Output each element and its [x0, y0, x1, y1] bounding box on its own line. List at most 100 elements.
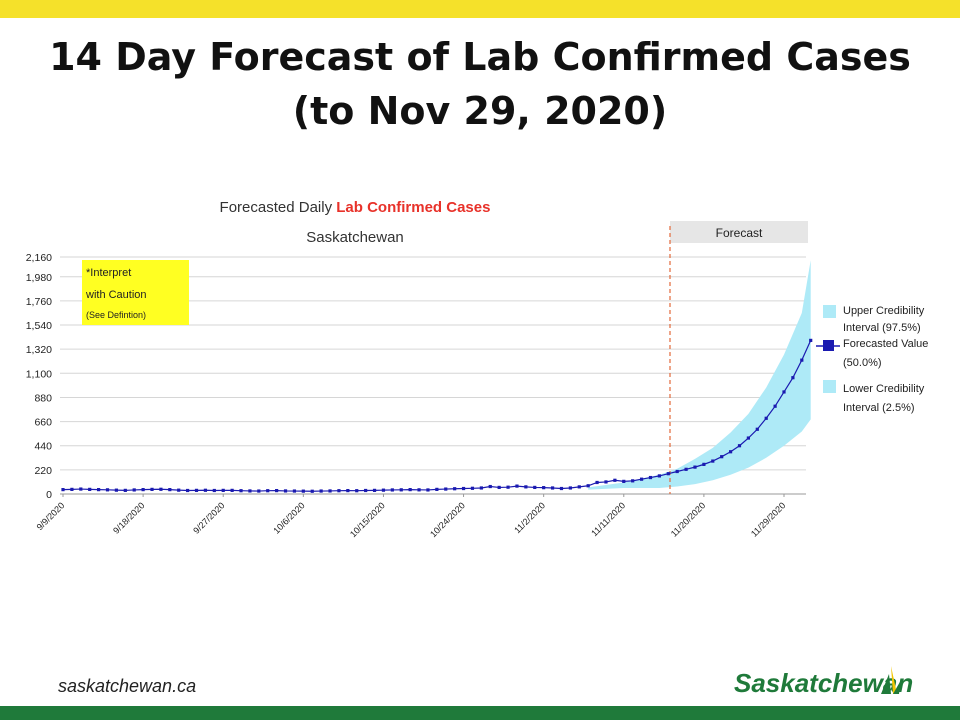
- series-point: [275, 488, 279, 493]
- series-point: [221, 488, 225, 492]
- series-point: [399, 488, 403, 492]
- series-point: [337, 489, 341, 493]
- x-tick-label: 11/20/2020: [669, 500, 707, 538]
- series-point: [372, 488, 377, 492]
- series-point: [426, 488, 430, 492]
- series-point: [203, 488, 208, 492]
- legend-upper-label-2: Interval (97.5%): [843, 322, 921, 334]
- series-point: [702, 462, 706, 466]
- series-point: [684, 467, 688, 471]
- series-point: [194, 488, 199, 492]
- x-tick-label: 11/2/2020: [512, 500, 547, 535]
- series-point: [550, 486, 555, 490]
- x-tick-label: 10/15/2020: [348, 500, 387, 539]
- legend-upper-swatch: [823, 305, 836, 318]
- y-tick-label: 2,160: [26, 252, 52, 264]
- x-tick-label: 10/24/2020: [428, 500, 467, 539]
- series-point: [346, 488, 350, 493]
- series-point: [310, 489, 314, 493]
- y-tick-label: 1,540: [26, 320, 52, 332]
- y-tick-label: 1,100: [26, 368, 52, 380]
- series-point: [595, 480, 599, 485]
- series-point: [657, 474, 661, 478]
- series-point: [239, 489, 243, 493]
- series-point: [159, 487, 163, 491]
- bottom-accent-bar: [0, 706, 960, 720]
- series-point: [141, 488, 145, 492]
- series-point: [61, 488, 65, 492]
- series-point: [114, 488, 119, 492]
- legend-lower-label-1: Lower Credibility: [843, 383, 925, 395]
- chart-title-plain: Forecasted Daily: [220, 199, 337, 216]
- series-point: [711, 459, 715, 463]
- series-point: [773, 404, 777, 408]
- forecast-label: Forecast: [716, 226, 763, 240]
- y-tick-label: 880: [34, 392, 52, 404]
- series-point: [453, 487, 457, 491]
- series-point: [568, 486, 572, 490]
- grid-lines: [60, 256, 806, 495]
- series-point: [319, 489, 323, 493]
- x-tick-label: 9/27/2020: [191, 500, 226, 535]
- series-point: [728, 450, 733, 454]
- legend-upper-label-1: Upper Credibility: [843, 305, 925, 317]
- x-tick-label: 9/18/2020: [111, 500, 146, 535]
- series-point: [533, 485, 537, 490]
- slide-title-line1: 14 Day Forecast of Lab Confirmed Cases: [49, 35, 911, 79]
- series-point: [631, 479, 635, 483]
- series-point: [577, 485, 581, 489]
- legend-series-label-1: Forecasted Value: [843, 338, 928, 350]
- wheat-logo-icon: [881, 666, 901, 694]
- legend-lower-swatch: [823, 380, 836, 393]
- series-point: [283, 489, 288, 493]
- x-tick-label: 10/6/2020: [271, 500, 306, 535]
- series-point: [266, 489, 270, 493]
- footer-website[interactable]: saskatchewan.ca: [58, 676, 197, 696]
- series-point: [97, 488, 101, 492]
- x-tick-label: 9/9/2020: [35, 500, 67, 532]
- series-point: [506, 485, 510, 489]
- series-point: [123, 488, 127, 492]
- series-point: [444, 487, 448, 491]
- forecast-series: [61, 338, 813, 493]
- legend-series-marker: [823, 340, 834, 351]
- y-tick-label: 0: [46, 489, 52, 501]
- series-point: [417, 488, 421, 492]
- series-point: [70, 487, 74, 491]
- y-tick-label: 440: [34, 441, 52, 453]
- series-point: [177, 488, 181, 492]
- legend-lower-label-2: Interval (2.5%): [843, 402, 915, 414]
- series-point: [809, 338, 813, 342]
- series-point: [737, 444, 742, 448]
- slide-title-line2: (to Nov 29, 2020): [292, 89, 668, 133]
- series-point: [212, 488, 216, 493]
- series-point: [791, 376, 795, 380]
- series-point: [292, 489, 297, 493]
- series-point: [328, 489, 332, 493]
- series-point: [675, 469, 679, 474]
- series-point: [364, 488, 368, 493]
- series-point: [132, 488, 136, 492]
- y-tick-label: 220: [34, 465, 52, 477]
- series-point: [639, 477, 644, 481]
- series-point: [105, 488, 110, 492]
- series-point: [559, 486, 564, 491]
- chart-title: Forecasted Daily Lab Confirmed Cases: [220, 199, 491, 216]
- series-point: [604, 480, 608, 484]
- caution-box: [82, 260, 189, 325]
- series-point: [381, 488, 386, 492]
- series-point: [470, 486, 475, 490]
- caution-line2: with Caution: [85, 289, 147, 301]
- series-point: [230, 488, 234, 492]
- series-point: [461, 486, 466, 491]
- x-tick-label: 11/11/2020: [589, 500, 627, 538]
- series-point: [613, 478, 617, 482]
- series-point: [648, 475, 653, 480]
- series-point: [150, 487, 154, 491]
- series-point: [355, 489, 359, 493]
- caution-line3: (See Defintion): [86, 310, 146, 320]
- series-point: [435, 487, 439, 491]
- series-point: [693, 465, 697, 469]
- series-point: [800, 358, 804, 362]
- forecast-chart: Forecasted Daily Lab Confirmed Cases Sas…: [26, 199, 929, 539]
